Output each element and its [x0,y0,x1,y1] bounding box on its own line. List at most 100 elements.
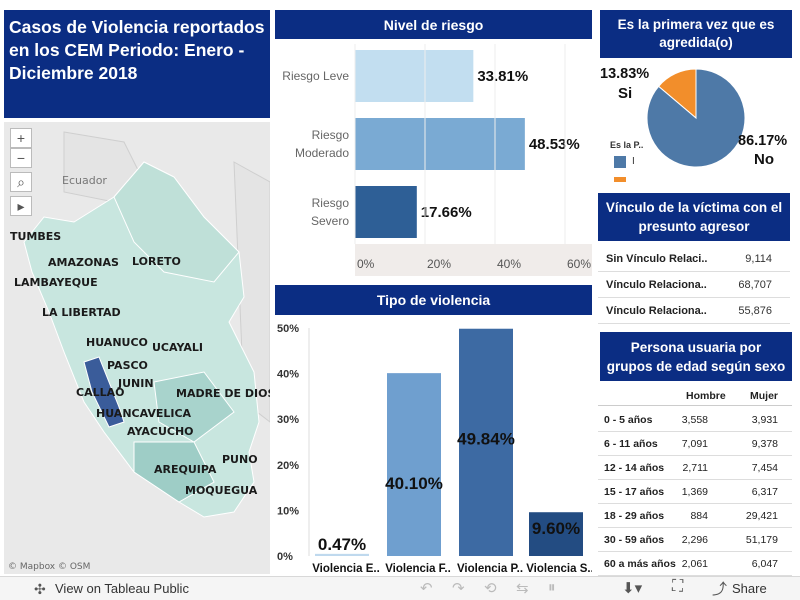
search-icon: ⌕ [17,173,25,190]
tipo-category-label: Violencia E.. [312,563,380,575]
edad-mujer-value: 7,454 [751,462,778,474]
region-label-lambayeque: LAMBAYEQUE [14,276,98,289]
edad-hombre-value: 2,296 [681,534,708,546]
edad-title-text: Persona usuaria por grupos de edad según… [606,339,786,374]
edad-mujer-value: 51,179 [745,534,778,546]
redo-icon[interactable]: ↷ [452,580,465,597]
edad-row[interactable]: 0 - 5 años 3,558 3,931 [598,408,792,432]
play-icon: ▸ [17,197,25,214]
tipo-ytick: 20% [277,460,299,472]
edad-header-row: Hombre Mujer [598,384,792,406]
vinculo-row[interactable]: Vínculo Relaciona.. 55,876 [598,298,790,324]
tipo-bar[interactable] [387,373,441,556]
vinculo-row-name: Sin Vínculo Relaci.. [606,253,708,265]
riesgo-category-label: Riesgo Leve [282,69,349,83]
revert-icon[interactable]: ⟲ [484,580,497,597]
pie-legend-title: Es la P.. [610,140,644,150]
edad-row[interactable]: 18 - 29 años 884 29,421 [598,504,792,528]
fullscreen-icon[interactable]: ⛶ [672,578,684,595]
region-label-puno: PUNO [222,453,258,466]
riesgo-xtick: 0% [357,257,375,271]
edad-title: Persona usuaria por grupos de edad según… [600,332,792,381]
nivel-riesgo-chart: 33.81% Riesgo Leve 48.53% Riesgo Moderado 17.… [275,44,592,276]
edad-hombre-value: 2,711 [682,462,709,474]
primera-vez-title-text: Es la primera vez que es agredida(o) [617,17,775,50]
map-search-button[interactable]: ⌕ [10,172,32,192]
edad-hombre-value: 1,369 [681,486,708,498]
vinculo-row-value: 9,114 [745,253,772,265]
map-attribution: © Mapbox © OSM [8,562,91,572]
edad-header-mujer: Mujer [750,390,779,402]
pie-legend-label-no: I [632,156,635,167]
pie-slice[interactable] [646,68,746,168]
undo-icon[interactable]: ↶ [420,580,433,597]
tipo-category-label: Violencia P.. [457,563,523,575]
region-label-callao: CALLAO [76,386,125,399]
edad-row[interactable]: 30 - 59 años 2,296 51,179 [598,528,792,552]
edad-header-hombre: Hombre [686,390,726,402]
riesgo-category-label: Riesgo Moderado [295,128,349,160]
riesgo-bar[interactable] [355,118,525,170]
edad-group-label: 18 - 29 años [604,510,665,522]
edad-group-label: 6 - 11 años [604,438,658,450]
riesgo-bar[interactable] [355,50,474,102]
tipo-ytick: 0% [277,551,293,563]
map-select-button[interactable]: ▸ [10,196,32,216]
riesgo-category-label: Riesgo Severo [311,196,349,228]
tipo-bar-value: 0.47% [318,535,366,554]
vinculo-title-text: Vínculo de la víctima con el presunto ag… [605,200,783,234]
edad-hombre-value: 3,558 [681,414,708,426]
tipo-violencia-chart: 50% 40% 30% 20% 10% 0% 0.47% Violencia E.. 40.10… [275,318,592,576]
edad-mujer-value: 9,378 [751,438,778,450]
dashboard-title-text: Casos de Violencia reportados en los CEM… [9,17,265,83]
pause-icon[interactable]: ⏸ [548,579,556,596]
edad-row[interactable]: 60 a más años 2,061 6,047 [598,552,792,576]
view-on-tableau-link[interactable]: View on Tableau Public [55,581,189,596]
refresh-icon[interactable]: ⇆ [516,580,529,597]
region-label-huancavelica: HUANCAVELICA [96,407,192,420]
peru-map[interactable]: + − ⌕ ▸ Ecuador TUMBES AMAZONAS LORETO L… [4,122,270,574]
pie-legend-swatch-si [614,177,626,182]
edad-mujer-value: 6,047 [751,558,778,570]
edad-group-label: 15 - 17 años [604,486,665,498]
region-label-madre-de-dios: MADRE DE DIOS [176,387,270,400]
region-label-ucayali: UCAYALI [152,341,203,354]
download-icon[interactable]: ⬇▾ [622,580,643,597]
tableau-footer: ✣ View on Tableau Public ↶ ↷ ⟲ ⇆ ⏸ ⬇▾ ⛶ … [0,576,800,600]
edad-row[interactable]: 15 - 17 años 1,369 6,317 [598,480,792,504]
tipo-bar[interactable] [529,512,583,556]
country-label-ecuador: Ecuador [62,174,107,187]
vinculo-row[interactable]: Vínculo Relaciona.. 68,707 [598,272,790,298]
zoom-in-icon: + [16,130,26,146]
zoom-in-button[interactable]: + [10,128,32,148]
tipo-bar-value: 49.84% [457,430,515,449]
pie-value-no: 86.17% [738,133,787,149]
zoom-out-button[interactable]: − [10,148,32,168]
vinculo-row[interactable]: Sin Vínculo Relaci.. 9,114 [598,246,790,272]
arequipa-region [133,441,215,503]
vinculo-title: Vínculo de la víctima con el presunto ag… [598,193,790,241]
vinculo-row-name: Vínculo Relaciona.. [606,305,707,317]
pie-label-no: No [754,151,774,168]
edad-row[interactable]: 12 - 14 años 2,711 7,454 [598,456,792,480]
region-label-la-libertad: LA LIBERTAD [42,306,121,319]
share-button[interactable]: Share [732,581,767,596]
riesgo-bar-value: 33.81% [477,68,528,85]
region-label-junin: JUNIN [118,377,154,390]
edad-group-label: 60 a más años [604,558,676,570]
nivel-riesgo-title-text: Nivel de riesgo [383,16,484,33]
edad-hombre-value: 7,091 [681,438,708,450]
nivel-riesgo-svg: 33.81% Riesgo Leve 48.53% Riesgo Moderado 17.… [282,44,591,271]
vinculo-row-name: Vínculo Relaciona.. [606,279,707,291]
riesgo-bar[interactable] [355,186,417,238]
region-label-tumbes: TUMBES [10,230,62,243]
tipo-bar[interactable] [459,328,513,556]
nivel-riesgo-title: Nivel de riesgo [275,10,592,39]
share-icon: ⤴ [712,581,728,598]
primera-vez-svg: 13.83% Si 86.17% No [600,66,787,168]
tipo-bar[interactable] [315,553,369,556]
edad-group-label: 12 - 14 años [604,462,665,474]
dashboard-title: Casos de Violencia reportados en los CEM… [4,10,270,118]
region-label-arequipa: AREQUIPA [154,463,217,476]
edad-row[interactable]: 6 - 11 años 7,091 9,378 [598,432,792,456]
